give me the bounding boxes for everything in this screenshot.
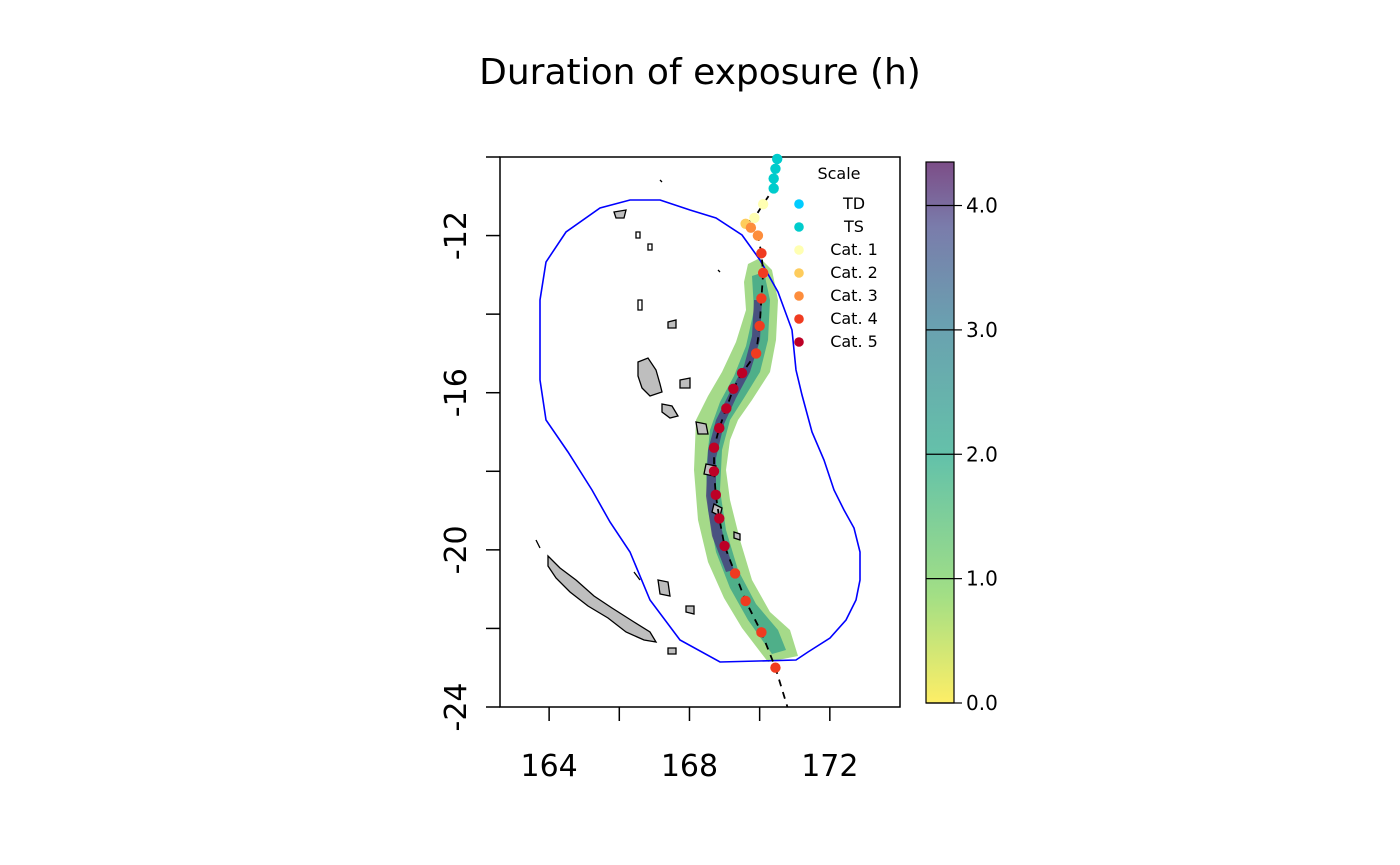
legend-swatch bbox=[794, 199, 804, 209]
legend-title: Scale bbox=[817, 164, 860, 183]
island-lifou bbox=[657, 579, 671, 597]
track-point bbox=[749, 212, 760, 224]
track-point bbox=[756, 627, 767, 638]
island-small-maewo bbox=[637, 299, 643, 311]
island-efate bbox=[695, 421, 709, 435]
legend-label: Cat. 5 bbox=[830, 332, 878, 351]
page-title: Duration of exposure (h) bbox=[479, 52, 921, 93]
track-point bbox=[714, 422, 725, 434]
colorbar-tick-label: 4.0 bbox=[966, 194, 998, 218]
plot-frame bbox=[499, 156, 901, 708]
exposure-swath bbox=[694, 258, 798, 662]
colorbar-tick-label: 0.0 bbox=[966, 691, 998, 715]
island-mare bbox=[685, 605, 695, 615]
track-point bbox=[768, 183, 779, 194]
colorbar-tick-label: 1.0 bbox=[966, 567, 998, 591]
land-masses bbox=[535, 179, 741, 655]
colorbar-tick-label: 3.0 bbox=[966, 318, 998, 342]
legend-label: Cat. 3 bbox=[830, 286, 878, 305]
track-point bbox=[710, 489, 721, 501]
track-point bbox=[708, 466, 720, 477]
track-point bbox=[768, 173, 779, 184]
track-point bbox=[721, 403, 732, 414]
buffer-outline bbox=[539, 199, 861, 663]
x-tick-label: 172 bbox=[801, 749, 858, 784]
legend-label: Cat. 4 bbox=[830, 309, 878, 328]
track-line bbox=[713, 158, 789, 707]
map-axes: 164 168 172 -12 -16 -20 -24 bbox=[439, 156, 858, 784]
island-espiritu-santo bbox=[637, 357, 663, 397]
island-small-mid bbox=[647, 243, 653, 251]
track-point bbox=[740, 595, 751, 607]
x-tick-label: 164 bbox=[520, 749, 577, 784]
island-small-north bbox=[635, 231, 641, 239]
x-tick-label: 168 bbox=[661, 749, 718, 784]
colorbar-tick-label: 2.0 bbox=[966, 442, 998, 466]
legend-swatch bbox=[794, 222, 804, 232]
track-point bbox=[736, 367, 748, 379]
track-point bbox=[708, 442, 720, 453]
exposure-colorbar: 0.0 1.0 2.0 3.0 4.0 bbox=[925, 161, 998, 715]
colorbar-fill bbox=[925, 161, 955, 704]
track-point bbox=[752, 230, 764, 241]
track-point bbox=[719, 540, 730, 552]
cyclone-track bbox=[708, 153, 789, 707]
island-malakula bbox=[661, 403, 680, 419]
track-point bbox=[757, 267, 769, 279]
legend-swatch bbox=[794, 314, 804, 324]
island-loyalty-small bbox=[667, 647, 677, 655]
track-point bbox=[771, 153, 783, 165]
legend-swatch bbox=[794, 291, 804, 301]
track-legend: Scale TD TS Cat. 1 Cat. 2 Cat. 3 Cat. 4 Cat. 5 bbox=[794, 164, 878, 351]
y-tick-label: -12 bbox=[439, 211, 474, 260]
legend-swatch bbox=[794, 245, 804, 255]
track-point bbox=[757, 198, 769, 210]
legend-label: TD bbox=[842, 194, 865, 213]
legend-label: TS bbox=[843, 217, 864, 236]
island-torres bbox=[667, 319, 677, 329]
track-point bbox=[729, 568, 741, 579]
track-point bbox=[756, 293, 767, 304]
legend-label: Cat. 2 bbox=[830, 263, 878, 282]
island-small-dot2 bbox=[717, 269, 721, 273]
island-banks bbox=[613, 209, 627, 219]
island-ambrym bbox=[679, 377, 691, 389]
legend-swatch bbox=[794, 268, 804, 278]
track-point bbox=[754, 320, 765, 332]
track-point bbox=[745, 222, 757, 233]
y-tick-label: -24 bbox=[439, 683, 474, 732]
legend-label: Cat. 1 bbox=[830, 240, 878, 259]
track-point bbox=[770, 662, 781, 673]
island-small-dot bbox=[659, 179, 663, 183]
track-point bbox=[770, 163, 781, 174]
track-point bbox=[756, 248, 767, 259]
island-small-east bbox=[633, 571, 641, 581]
track-point bbox=[750, 348, 762, 359]
y-tick-label: -16 bbox=[439, 368, 474, 417]
track-point bbox=[714, 513, 725, 524]
island-aneityum bbox=[733, 531, 741, 541]
island-small-coral bbox=[535, 539, 541, 549]
track-point bbox=[728, 383, 739, 394]
y-tick-label: -20 bbox=[439, 525, 474, 574]
island-new-caledonia bbox=[547, 554, 658, 643]
legend-swatch bbox=[794, 337, 804, 347]
